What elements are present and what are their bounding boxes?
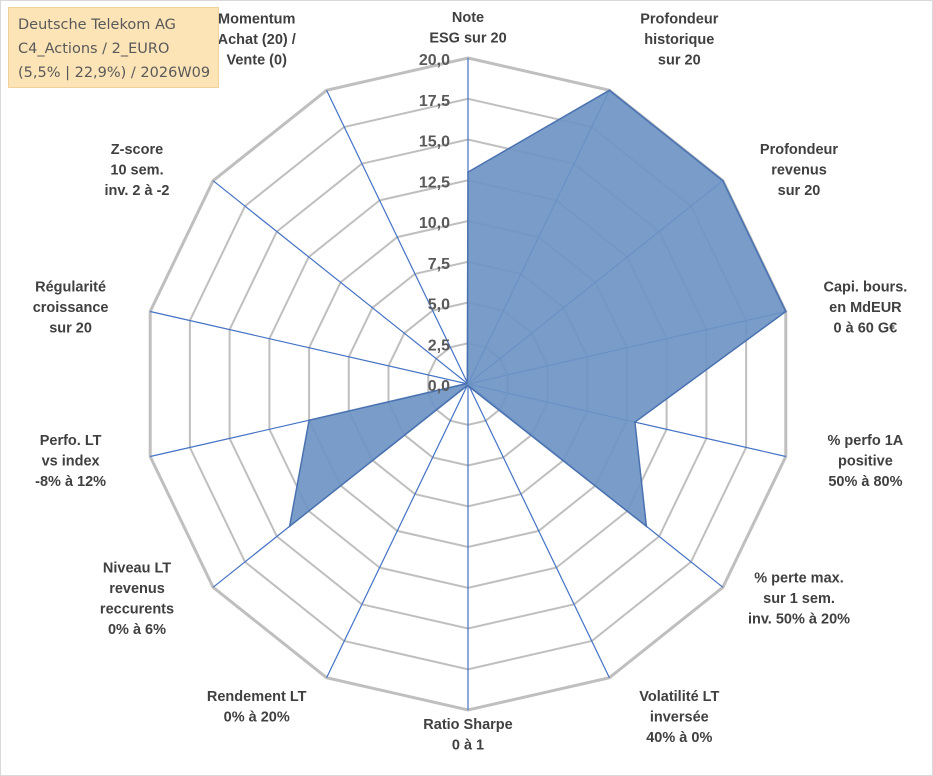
radar-category-label-line: 0 à 1 bbox=[452, 738, 484, 754]
radar-tick-label: 10,0 bbox=[419, 215, 450, 232]
radar-category-label-line: revenus bbox=[771, 162, 827, 178]
radar-tick-label: 0,0 bbox=[428, 378, 450, 395]
radar-data-point bbox=[466, 381, 469, 384]
radar-data-point bbox=[467, 171, 469, 173]
radar-tick-label: 7,5 bbox=[428, 256, 450, 273]
radar-category-label-line: ESG sur 20 bbox=[429, 31, 506, 47]
radar-data-point bbox=[785, 310, 787, 313]
radar-category-label-line: Rendement LT bbox=[207, 689, 307, 705]
radar-category-label-line: Achat (20) / bbox=[218, 32, 296, 48]
info-company-name: Deutsche Telekom AG bbox=[18, 17, 176, 33]
radar-category-label-line: reccurents bbox=[100, 602, 174, 618]
radar-category-label-line: sur 20 bbox=[658, 53, 701, 69]
radar-category-label-line: Ratio Sharpe bbox=[423, 717, 512, 733]
radar-category-label: Momentum Achat (20) / Vente (0) bbox=[218, 12, 296, 69]
radar-category-label-line: Profondeur bbox=[760, 142, 838, 158]
radar-category-label-line: Vente (0) bbox=[226, 53, 287, 69]
radar-category-label-line: Note bbox=[452, 10, 484, 26]
radar-category-label-line: historique bbox=[644, 32, 714, 48]
radar-data-point bbox=[466, 384, 469, 387]
radar-category-label-line: Z-score bbox=[111, 142, 163, 158]
info-category: C4_Actions / 2_EURO bbox=[18, 41, 170, 57]
radar-tick-label: 17,5 bbox=[419, 93, 450, 110]
radar-category-label: Note ESG sur 20 bbox=[429, 10, 506, 47]
radar-spoke bbox=[326, 383, 469, 678]
info-box: Deutsche Telekom AG C4_Actions / 2_EURO … bbox=[8, 7, 219, 88]
radar-data-point bbox=[308, 419, 310, 422]
radar-category-label-line: 50% à 80% bbox=[828, 474, 902, 490]
radar-tick-label: 2,5 bbox=[428, 337, 450, 354]
radar-category-label-line: sur 20 bbox=[778, 183, 821, 199]
radar-category-label: % perfo 1A positive 50% à 80% bbox=[828, 433, 904, 490]
radar-category-label-line: % perte max. bbox=[754, 571, 843, 587]
radar-category-label-line: 0 à 60 G€ bbox=[834, 321, 898, 337]
info-stats-week: (5,5% | 22,9%) / 2026W09 bbox=[18, 65, 211, 81]
radar-category-label-line: Niveau LT bbox=[103, 561, 171, 577]
radar-category-label-line: Capi. bours. bbox=[824, 280, 908, 296]
radar-category-label: Z-score 10 sem. inv. 2 à -2 bbox=[104, 142, 169, 199]
radar-category-label-line: Perfo. LT bbox=[40, 433, 102, 449]
radar-category-label: Perfo. LT vs index -8% à 12% bbox=[35, 433, 106, 490]
radar-data-point bbox=[288, 525, 291, 528]
radar-category-label: Profondeur revenus sur 20 bbox=[760, 142, 838, 199]
radar-spoke bbox=[150, 310, 469, 385]
radar-series-area bbox=[288, 89, 787, 529]
radar-tick-label: 5,0 bbox=[428, 297, 450, 314]
radar-tick-label: 20,0 bbox=[419, 52, 450, 69]
radar-category-label-line: Volatilité LT bbox=[639, 689, 719, 705]
radar-category-label-line: en MdEUR bbox=[829, 300, 902, 316]
radar-tick-label: 15,0 bbox=[419, 134, 450, 151]
radar-spoke bbox=[326, 90, 469, 385]
radar-spoke bbox=[212, 180, 469, 385]
radar-data-point bbox=[468, 386, 471, 388]
radar-tick-labels: 0,0 2,5 5,0 7,5 10,0 12,5 15,0 17,5 20,0 bbox=[419, 52, 450, 395]
radar-category-label: Rendement LT 0% à 20% bbox=[207, 689, 307, 726]
radar-category-label: Profondeur historique sur 20 bbox=[640, 12, 718, 69]
radar-category-label-line: inversée bbox=[650, 709, 709, 725]
radar-category-label: Niveau LT revenus reccurents 0% à 6% bbox=[100, 561, 174, 639]
radar-spoke bbox=[467, 383, 610, 678]
radar-category-label-line: 0% à 6% bbox=[108, 622, 166, 638]
radar-data-point bbox=[645, 525, 648, 528]
radar-category-label-line: vs index bbox=[42, 453, 100, 469]
radar-category-label-line: Profondeur bbox=[640, 12, 718, 28]
radar-category-label-line: inv. 2 à -2 bbox=[104, 183, 169, 199]
radar-category-label-line: -8% à 12% bbox=[35, 474, 106, 490]
radar-category-label-line: % perfo 1A bbox=[828, 433, 904, 449]
radar-category-label-line: revenus bbox=[109, 581, 165, 597]
radar-category-label-line: sur 20 bbox=[49, 321, 92, 337]
radar-category-labels: Note ESG sur 20 Profondeur historique sur 20… bbox=[33, 10, 908, 754]
radar-category-label-line: Momentum bbox=[218, 12, 295, 28]
radar-category-label-line: 40% à 0% bbox=[646, 730, 712, 746]
radar-category-label-line: sur 1 sem. bbox=[763, 591, 835, 607]
radar-category-label-line: positive bbox=[838, 453, 893, 469]
radar-category-label: % perte max. sur 1 sem. inv. 50% à 20% bbox=[748, 571, 850, 628]
radar-category-label-line: croissance bbox=[33, 300, 109, 316]
radar-data-point bbox=[634, 421, 636, 423]
radar-series-polygon bbox=[288, 89, 787, 529]
radar-category-label-line: 10 sem. bbox=[110, 162, 163, 178]
radar-data-point bbox=[608, 89, 611, 92]
radar-data-point bbox=[722, 179, 724, 182]
radar-category-label: Capi. bours. en MdEUR 0 à 60 G€ bbox=[824, 280, 908, 337]
radar-category-label-line: Régularité bbox=[35, 280, 106, 296]
radar-category-label-line: 0% à 20% bbox=[224, 709, 290, 725]
radar-category-label: Régularité croissance sur 20 bbox=[33, 280, 109, 337]
radar-category-label: Volatilité LT inversée 40% à 0% bbox=[639, 689, 719, 746]
radar-category-label-line: inv. 50% à 20% bbox=[748, 612, 850, 628]
radar-category-label: Ratio Sharpe 0 à 1 bbox=[423, 717, 512, 754]
radar-tick-label: 12,5 bbox=[419, 174, 450, 191]
